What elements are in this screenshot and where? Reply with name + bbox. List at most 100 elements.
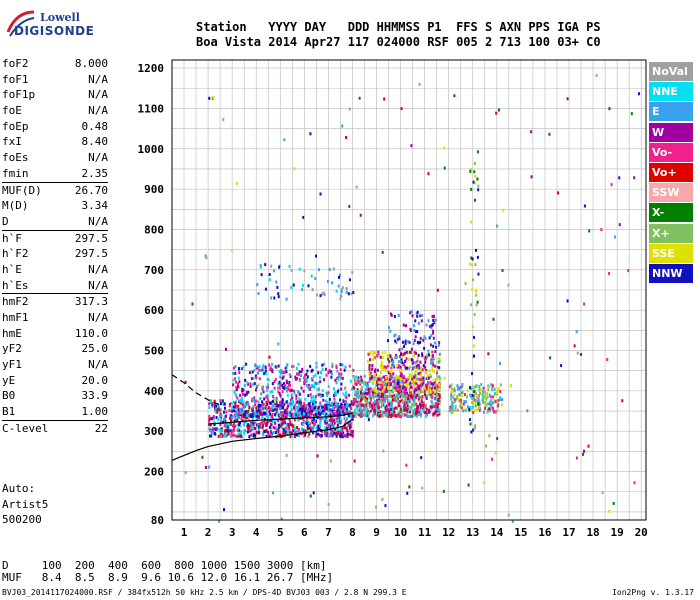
param-value: N/A <box>88 151 108 165</box>
logo-line1: Lowell <box>40 11 80 24</box>
scatter-point <box>499 361 502 365</box>
scatter-point <box>241 389 244 393</box>
scatter-point <box>437 411 440 415</box>
scatter-point <box>237 367 240 371</box>
scatter-point <box>296 405 299 409</box>
scatter-point <box>330 431 333 435</box>
scatter-point <box>257 427 260 431</box>
scatter-point <box>475 293 478 297</box>
scatter-point <box>368 363 371 367</box>
scatter-point <box>355 403 358 407</box>
scatter-point <box>331 416 334 420</box>
scatter-point <box>381 411 384 415</box>
scatter-point <box>475 384 478 388</box>
scatter-point <box>443 166 446 170</box>
scatter-point <box>474 174 477 178</box>
scatter-point <box>247 401 250 405</box>
scatter-point <box>482 390 485 394</box>
scatter-point <box>356 404 359 408</box>
scatter-point <box>314 414 317 418</box>
scatter-point <box>267 430 270 434</box>
scatter-point <box>296 407 299 411</box>
y-tick-label: 400 <box>144 385 164 398</box>
scatter-point <box>410 385 413 389</box>
scatter-point <box>242 400 245 404</box>
scatter-point <box>367 414 370 418</box>
scatter-point <box>377 395 380 399</box>
scatter-point <box>290 393 293 397</box>
scatter-point <box>573 344 576 348</box>
scatter-point <box>238 421 241 425</box>
scatter-point <box>219 402 222 406</box>
scatter-point <box>319 192 322 196</box>
scatter-point <box>501 398 504 402</box>
scatter-point <box>222 401 225 405</box>
scatter-point <box>343 426 346 430</box>
scatter-point <box>315 426 318 430</box>
scatter-point <box>390 368 393 372</box>
scatter-point <box>310 377 313 381</box>
scatter-point <box>382 356 385 360</box>
scatter-point <box>351 429 354 433</box>
scatter-point <box>250 377 253 381</box>
scatter-point <box>390 366 393 370</box>
scatter-point <box>214 406 217 410</box>
scatter-point <box>349 403 352 407</box>
scatter-point <box>243 404 246 408</box>
scatter-point <box>262 424 265 428</box>
scatter-point <box>389 390 392 394</box>
scatter-point <box>413 338 416 342</box>
scatter-point <box>296 389 299 393</box>
scatter-point <box>454 399 457 403</box>
scatter-point <box>476 255 479 259</box>
scatter-point <box>218 429 221 433</box>
scatter-point <box>459 399 462 403</box>
scatter-point <box>269 434 272 438</box>
param-label: foEp <box>2 119 29 133</box>
scatter-point <box>461 385 464 389</box>
scatter-point <box>408 485 411 489</box>
scatter-point <box>429 390 432 394</box>
scatter-point <box>317 414 320 418</box>
scatter-point <box>335 431 338 435</box>
scatter-point <box>399 369 402 373</box>
scatter-point <box>280 411 283 415</box>
scatter-point <box>587 444 590 448</box>
scatter-point <box>291 412 294 416</box>
scatter-point <box>208 96 211 100</box>
scatter-point <box>317 387 320 391</box>
scatter-point <box>209 423 212 427</box>
scatter-point <box>369 358 372 362</box>
scatter-point <box>392 372 395 376</box>
scatter-point <box>381 402 384 406</box>
scatter-point <box>436 413 439 417</box>
scatter-point <box>230 414 233 418</box>
scatter-point <box>394 333 397 337</box>
scatter-point <box>438 357 441 361</box>
scatter-point <box>314 413 317 417</box>
scatter-point <box>608 509 611 513</box>
scatter-point <box>437 388 440 392</box>
scatter-point <box>261 400 264 404</box>
scatter-point <box>411 414 414 418</box>
scatter-point <box>281 427 284 431</box>
scatter-point <box>281 390 284 394</box>
scatter-point <box>633 176 636 180</box>
scatter-point <box>267 399 270 403</box>
scatter-point <box>408 350 411 354</box>
scatter-point <box>325 433 328 437</box>
param-value: 3.34 <box>81 199 109 213</box>
scatter-point <box>290 388 293 392</box>
scatter-point <box>282 371 285 375</box>
scatter-point <box>399 380 402 384</box>
scatter-point <box>566 97 569 101</box>
scatter-point <box>402 377 405 381</box>
param-label: fmin <box>2 166 29 180</box>
scatter-point <box>298 267 301 271</box>
scatter-point <box>294 377 297 381</box>
scatter-point <box>319 412 322 416</box>
scatter-point <box>280 517 283 521</box>
scatter-point <box>340 290 343 294</box>
scatter-point <box>371 380 374 384</box>
scatter-point <box>381 250 384 254</box>
